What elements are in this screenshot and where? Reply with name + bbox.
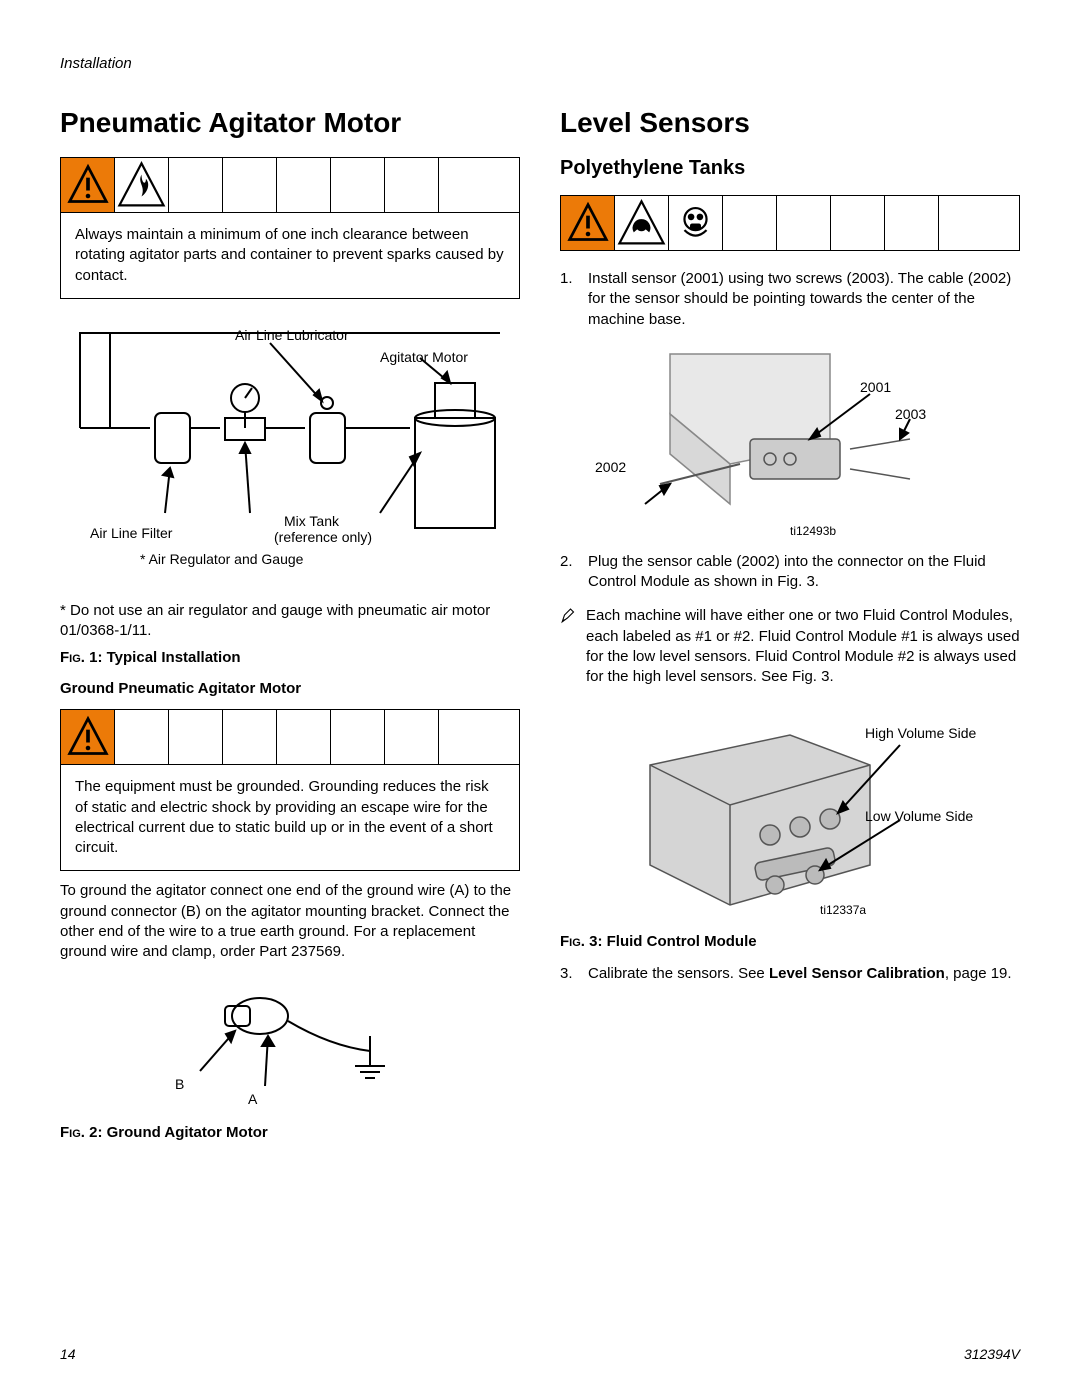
fig3-caption: Fig. 3: Fluid Control Module	[560, 933, 1020, 950]
ppe-icon	[669, 196, 723, 250]
label-reference-only: (reference only)	[274, 529, 372, 545]
warning-triangle-icon	[61, 158, 115, 212]
label-ti12337a: ti12337a	[820, 903, 866, 917]
diagram-sensor-install: 2001 2003 2002 ti12493b	[560, 344, 1020, 544]
step3-c: , page 19.	[945, 965, 1012, 982]
pencil-icon	[560, 606, 578, 687]
fire-icon	[115, 158, 169, 212]
page-number: 14	[60, 1346, 76, 1362]
empty-cell	[115, 710, 169, 764]
warning-text-2: The equipment must be grounded. Groundin…	[60, 765, 520, 871]
label-high-volume: High Volume Side	[865, 725, 976, 741]
right-title: Level Sensors	[560, 107, 1020, 139]
diagram-ground-agitator: B A	[60, 976, 520, 1116]
empty-cell	[723, 196, 777, 250]
toxic-icon	[615, 196, 669, 250]
fig3-prefix: Fig. 3:	[560, 933, 607, 950]
fig1-title: Typical Installation	[107, 649, 241, 666]
warning-text-1: Always maintain a minimum of one inch cl…	[60, 213, 520, 299]
label-agitator-motor: Agitator Motor	[380, 349, 468, 365]
empty-cell	[169, 710, 223, 764]
warning-triangle-icon	[61, 710, 115, 764]
empty-cell	[831, 196, 885, 250]
warning-icon-row-2	[60, 709, 520, 765]
left-title: Pneumatic Agitator Motor	[60, 107, 520, 139]
step-3: Calibrate the sensors. See Level Sensor …	[560, 964, 1020, 984]
step-1: Install sensor (2001) using two screws (…	[560, 269, 1020, 330]
label-low-volume: Low Volume Side	[865, 808, 973, 824]
page-footer: 14 312394V	[60, 1346, 1020, 1362]
empty-cell	[885, 196, 939, 250]
note-block: Each machine will have either one or two…	[560, 606, 1020, 687]
empty-cell	[385, 710, 439, 764]
label-air-regulator: * Air Regulator and Gauge	[140, 551, 303, 567]
label-2001: 2001	[860, 379, 891, 395]
step-2: Plug the sensor cable (2002) into the co…	[560, 552, 1020, 593]
empty-cell	[331, 158, 385, 212]
empty-cell	[223, 710, 277, 764]
warning-triangle-icon	[561, 196, 615, 250]
fig3-title: Fluid Control Module	[607, 933, 757, 950]
note-text: Each machine will have either one or two…	[586, 606, 1020, 687]
page-header: Installation	[60, 55, 1020, 72]
fig2-caption: Fig. 2: Ground Agitator Motor	[60, 1124, 520, 1141]
right-column: Level Sensors Polyethylene Tanks Install…	[560, 107, 1020, 1149]
empty-cell	[331, 710, 385, 764]
doc-number: 312394V	[964, 1346, 1020, 1362]
empty-cell	[223, 158, 277, 212]
empty-cell	[439, 710, 493, 764]
label-2002: 2002	[595, 459, 626, 475]
label-b: B	[175, 1076, 184, 1092]
label-2003: 2003	[895, 406, 926, 422]
fig2-prefix: Fig. 2:	[60, 1124, 107, 1141]
diagram1-footnote: * Do not use an air regulator and gauge …	[60, 601, 520, 642]
diagram-typical-installation: Air Line Lubricator Agitator Motor Air L…	[60, 313, 520, 593]
empty-cell	[777, 196, 831, 250]
empty-cell	[169, 158, 223, 212]
empty-cell	[439, 158, 493, 212]
warning-icon-row-1	[60, 157, 520, 213]
fig1-caption: Fig. 1: Typical Installation	[60, 649, 520, 666]
empty-cell	[277, 158, 331, 212]
label-mix-tank: Mix Tank	[284, 513, 339, 529]
left-column: Pneumatic Agitator Motor Always maintain…	[60, 107, 520, 1149]
label-air-line-lubricator: Air Line Lubricator	[235, 327, 349, 343]
warning-icon-row-3	[560, 195, 1020, 251]
empty-cell	[385, 158, 439, 212]
right-subtitle: Polyethylene Tanks	[560, 157, 1020, 180]
step3-b: Level Sensor Calibration	[769, 965, 945, 982]
fig2-title: Ground Agitator Motor	[107, 1124, 268, 1141]
label-a: A	[248, 1091, 257, 1107]
fig1-prefix: Fig. 1:	[60, 649, 107, 666]
step3-a: Calibrate the sensors. See	[588, 965, 769, 982]
empty-cell	[939, 196, 993, 250]
ground-instructions: To ground the agitator connect one end o…	[60, 881, 520, 962]
subheading-ground: Ground Pneumatic Agitator Motor	[60, 680, 520, 697]
diagram-fluid-control-module: High Volume Side Low Volume Side ti12337…	[560, 705, 1020, 925]
label-ti12493b: ti12493b	[790, 524, 836, 538]
label-air-line-filter: Air Line Filter	[90, 525, 172, 541]
empty-cell	[277, 710, 331, 764]
